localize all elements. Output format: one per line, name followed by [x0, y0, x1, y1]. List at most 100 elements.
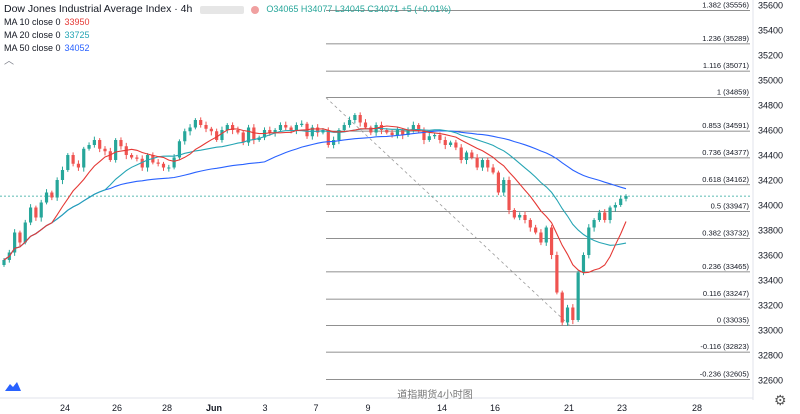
candle-body — [55, 180, 59, 198]
candle-body — [23, 222, 27, 243]
candle-body — [369, 127, 373, 133]
fib-level-label: 1.116 (35071) — [703, 61, 750, 70]
candle-body — [363, 122, 368, 128]
candle-body — [518, 215, 522, 218]
candle-body — [549, 227, 554, 255]
collapse-legend-icon[interactable]: ︿ — [4, 56, 14, 67]
candle-body — [156, 162, 160, 164]
candle-body — [82, 148, 86, 168]
candle-body — [459, 147, 463, 160]
candle-body — [433, 135, 437, 137]
candle-body — [241, 132, 245, 143]
ma10-label[interactable]: MA 10 close 0 — [4, 17, 61, 27]
candle-body — [496, 172, 501, 193]
candle-body — [464, 152, 469, 160]
candle-body — [44, 192, 49, 203]
candle-body — [347, 120, 352, 125]
price-tick-label: 33200 — [758, 301, 783, 311]
fib-level-label: 0.236 (33465) — [702, 262, 749, 271]
ma20-label[interactable]: MA 20 close 0 — [4, 30, 61, 40]
price-tick-label: 34400 — [758, 151, 783, 161]
candle-body — [613, 205, 617, 208]
price-tick-label: 32800 — [758, 351, 783, 361]
candle-body — [427, 136, 431, 140]
candle-body — [289, 127, 293, 130]
ma20-value: 33725 — [64, 30, 90, 40]
time-tick-label: 16 — [490, 403, 500, 413]
ma20-line — [3, 127, 627, 261]
candle-body — [92, 140, 96, 145]
price-tick-label: 34600 — [758, 126, 783, 136]
candle-body — [278, 125, 283, 130]
candle-body — [565, 307, 570, 323]
candle-body — [358, 115, 362, 123]
fib-level-label: 0.853 (34591) — [702, 121, 749, 130]
candle-body — [215, 131, 219, 140]
tradingview-logo-icon[interactable] — [4, 380, 22, 392]
candle-body — [273, 130, 277, 133]
price-tick-label: 35000 — [758, 76, 783, 86]
ma50-value: 34052 — [64, 43, 90, 53]
candle-body — [220, 130, 224, 140]
candle-body — [379, 125, 384, 130]
candle-body — [475, 157, 479, 168]
candle-body — [103, 148, 107, 152]
candle-body — [528, 220, 532, 228]
time-tick-label: 28 — [162, 403, 172, 413]
fib-level-label: 0.5 (33947) — [711, 202, 750, 211]
candle-body — [480, 160, 485, 168]
candles-group — [2, 112, 628, 326]
candle-body — [316, 127, 320, 133]
candle-body — [406, 130, 410, 135]
candle-body — [183, 131, 187, 142]
candle-body — [581, 255, 586, 273]
candle-body — [300, 123, 304, 125]
time-tick-label: 21 — [564, 403, 574, 413]
candle-body — [193, 120, 197, 128]
time-tick-label: 7 — [313, 403, 318, 413]
candle-body — [411, 125, 415, 130]
candle-body — [246, 127, 251, 143]
candle-body — [523, 215, 527, 220]
candle-body — [401, 130, 405, 135]
candle-body — [326, 130, 330, 145]
chart-watermark: 道指期货4小时图 — [397, 390, 473, 401]
candle-body — [385, 130, 389, 133]
fib-level-label: 0.382 (33732) — [702, 229, 749, 238]
time-tick-label: 23 — [617, 403, 627, 413]
candle-body — [390, 132, 394, 135]
symbol-title[interactable]: Dow Jones Industrial Average Index · 4h — [4, 3, 193, 15]
candle-body — [417, 125, 421, 130]
candle-body — [470, 152, 474, 158]
candle-body — [576, 272, 580, 320]
candle-body — [188, 127, 192, 132]
candle-body — [98, 140, 102, 149]
candle-body — [619, 198, 623, 205]
candle-body — [342, 125, 346, 130]
candle-body — [491, 167, 495, 173]
time-tick-label: Jun — [206, 403, 222, 413]
candle-body — [571, 307, 575, 320]
price-tick-label: 33600 — [758, 251, 783, 261]
fib-trend-line — [325, 97, 571, 326]
ma50-label[interactable]: MA 50 close 0 — [4, 43, 61, 53]
candle-body — [177, 141, 182, 158]
fib-level-label: 0.116 (33247) — [703, 289, 750, 298]
fib-level-label: 1.382 (35556) — [702, 1, 749, 10]
candle-body — [71, 155, 75, 164]
fib-level-label: -0.116 (32823) — [700, 342, 749, 351]
candle-body — [199, 120, 203, 125]
ma50-line — [3, 130, 627, 261]
candle-body — [294, 125, 298, 130]
candle-body — [284, 125, 288, 128]
candle-body — [209, 128, 213, 132]
time-tick-label: 9 — [365, 403, 370, 413]
fib-level-label: 1 (34859) — [717, 88, 750, 97]
candle-body — [454, 142, 458, 148]
candle-body — [608, 207, 612, 220]
candle-body — [560, 292, 564, 323]
candle-body — [60, 170, 65, 180]
price-tick-label: 34000 — [758, 201, 783, 211]
gear-icon[interactable]: ⚙ — [774, 392, 787, 408]
